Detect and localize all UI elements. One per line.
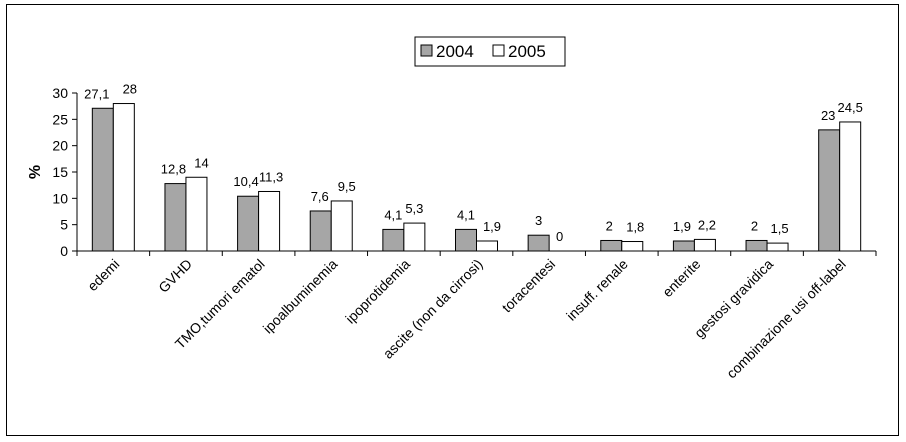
- bar-2004: [309, 210, 332, 252]
- x-tick-label: combinazione usi off-label: [723, 256, 849, 382]
- y-tick-label: 10: [52, 190, 68, 206]
- data-label-2004: 23: [821, 108, 835, 123]
- data-label-2004: 1,9: [673, 219, 691, 234]
- data-label-2005: 1,9: [483, 219, 501, 234]
- x-tick-label: gestosi gravidica: [691, 256, 776, 341]
- bar-2005: [839, 121, 862, 252]
- x-tick-label: GVHD: [155, 256, 195, 296]
- y-tick-label: 30: [52, 85, 68, 101]
- x-tick-label: edemi: [84, 256, 122, 294]
- data-label-2004: 12,8: [161, 162, 186, 177]
- bar-2004: [600, 239, 623, 252]
- data-label-2004: 3: [535, 213, 542, 228]
- bar-2004: [91, 107, 114, 252]
- bar-2004: [382, 228, 405, 252]
- data-label-2005: 9,5: [338, 179, 356, 194]
- legend-swatch-2005: [492, 44, 505, 57]
- y-axis-title: %: [27, 165, 44, 179]
- data-label-2005: 2,2: [698, 217, 716, 232]
- bar-2004: [527, 234, 550, 252]
- bar-2004: [237, 195, 260, 252]
- bar-2005: [330, 200, 353, 252]
- bar-2005: [112, 103, 135, 252]
- x-tick-label: enterite: [659, 256, 703, 300]
- y-tick-label: 15: [52, 164, 68, 180]
- bar-2004: [455, 228, 477, 252]
- data-label-2005: 28: [123, 82, 137, 97]
- bar-2005: [403, 222, 426, 252]
- bar-2004: [745, 239, 768, 252]
- x-tick-label: ipoprotidemia: [342, 256, 413, 327]
- data-label-2004: 4,1: [457, 207, 475, 222]
- data-label-2005: 14: [194, 155, 208, 170]
- data-label-2005: 11,3: [259, 169, 283, 184]
- data-label-2005: 1,5: [771, 221, 789, 236]
- bars: [91, 103, 862, 252]
- legend: 2004 2005: [414, 36, 566, 67]
- x-tick-label: ipoalbuminemia: [260, 256, 341, 337]
- bar-2005: [621, 241, 644, 252]
- bar-2005: [185, 176, 208, 252]
- bar-2005: [766, 242, 789, 252]
- bar-2004: [818, 129, 841, 252]
- chart-frame: [6, 4, 899, 436]
- data-label-2004: 10,4: [233, 174, 258, 189]
- data-label-2005: 24,5: [838, 100, 863, 115]
- bar-2005: [258, 190, 281, 252]
- data-label-2004: 2: [606, 218, 613, 233]
- legend-label-2005: 2005: [508, 42, 546, 61]
- data-label-2004: 4,1: [384, 207, 402, 222]
- x-tick-label: toracentesi: [499, 256, 559, 316]
- data-label-2005: 0: [556, 229, 563, 244]
- x-tick-label: insuff. renale: [563, 256, 631, 324]
- bar-2005: [693, 238, 716, 252]
- legend-label-2004: 2004: [436, 42, 474, 61]
- bar-2004: [164, 183, 187, 252]
- y-tick-label: 20: [52, 138, 68, 154]
- y-tick-label: 25: [52, 111, 68, 127]
- data-label-2005: 5,3: [405, 201, 423, 216]
- y-tick-label: 5: [60, 217, 68, 233]
- legend-swatch-2004: [420, 44, 433, 57]
- data-label-2005: 1,8: [626, 220, 644, 235]
- y-axis: 0 5 10 15 20 25 30: [52, 85, 78, 259]
- bar-2004: [672, 240, 695, 252]
- data-label-2004: 7,6: [311, 189, 329, 204]
- legend-box: [414, 36, 566, 67]
- data-label-2004: 27,1: [84, 86, 109, 101]
- y-tick-label: 0: [60, 243, 68, 259]
- data-label-2004: 2: [751, 218, 758, 233]
- bar-2005: [476, 240, 498, 252]
